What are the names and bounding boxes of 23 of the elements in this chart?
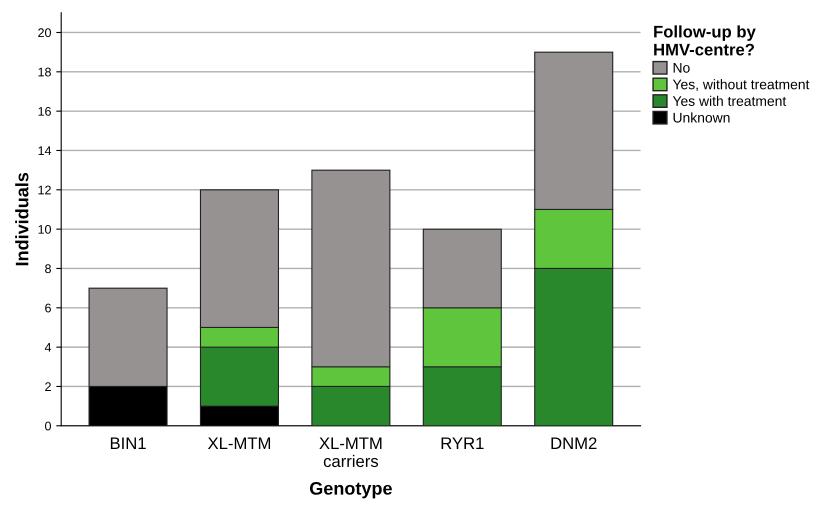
x-tick-label: XL-MTM (208, 438, 270, 449)
y-tick-label: 6 (45, 304, 51, 312)
x-tick-label: DNM2 (551, 437, 596, 449)
legend-label: No (674, 63, 690, 73)
x-axis-title: Genotype (310, 482, 392, 498)
y-tick-label: 16 (38, 106, 51, 116)
x-tick-label: RYR1 (442, 438, 484, 449)
y-tick-label: 2 (45, 382, 51, 391)
x-tick-label: BIN1 (110, 438, 146, 449)
legend-label: Yes with treatment (672, 96, 786, 106)
legend-label: Unknown (674, 112, 730, 123)
y-tick-label: 10 (38, 224, 51, 234)
y-tick-label: 4 (44, 343, 52, 352)
y-tick-label: 20 (38, 28, 51, 38)
y-tick-label: 18 (38, 68, 51, 76)
legend-title: Follow-up by HMV-centre? (654, 25, 756, 56)
y-tick-label: 8 (45, 264, 51, 274)
y-axis-title: Individuals (15, 172, 28, 266)
x-tick-label: XL-MTM carriers (319, 438, 382, 468)
y-tick-label: 12 (38, 186, 51, 194)
legend-label: Yes, without treatment (672, 79, 810, 91)
y-tick-label: 14 (38, 146, 52, 156)
y-tick-label: 0 (45, 422, 51, 430)
